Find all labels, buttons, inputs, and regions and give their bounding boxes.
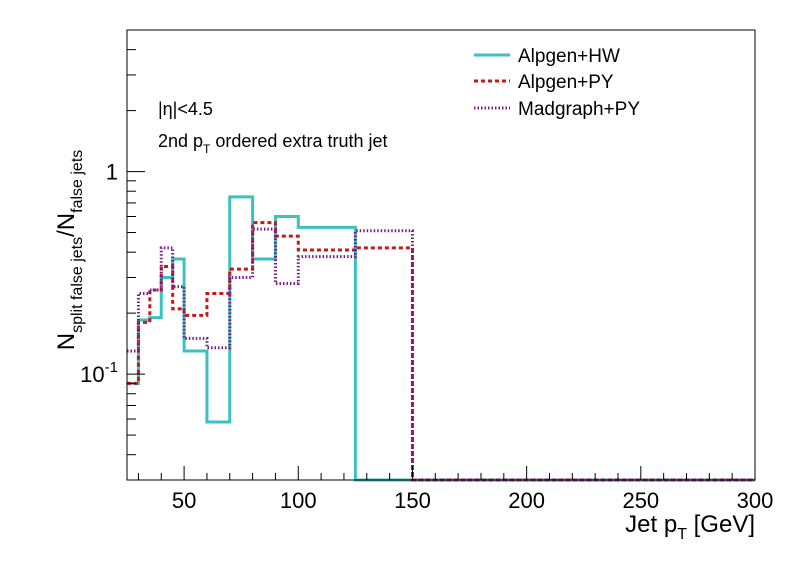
jet-order-annotation: 2nd pT ordered extra truth jet: [158, 131, 387, 156]
series-line-alpgen-hw: [127, 195, 755, 482]
y-axis-ticks: 10-1 1: [80, 29, 145, 481]
legend-label-alpgen-py: Alpgen+PY: [518, 72, 614, 93]
y-tick-label: 10-1: [80, 359, 118, 387]
y-axis-title: Nsplit false jets/Nfalse jets: [53, 150, 86, 351]
x-tick-label: 200: [508, 488, 545, 513]
series-line-madgraph-py: [127, 227, 755, 482]
legend: Alpgen+HW Alpgen+PY Madgraph+PY: [474, 46, 640, 120]
x-tick-label: 300: [737, 488, 774, 513]
y-tick-label: 1: [106, 160, 118, 185]
plot-frame: [126, 29, 756, 481]
series-layer: [127, 195, 755, 482]
x-tick-label: 150: [394, 488, 431, 513]
x-tick-label: 50: [172, 488, 196, 513]
x-axis-title: Jet pT [GeV]: [625, 511, 755, 543]
eta-annotation: |η|<4.5: [158, 99, 213, 119]
legend-label-madgraph-py: Madgraph+PY: [518, 99, 640, 120]
x-tick-label: 100: [280, 488, 317, 513]
x-tick-label: 250: [622, 488, 659, 513]
x-axis-ticks: 50 100 150 200 250 300: [137, 466, 774, 513]
legend-label-alpgen-hw: Alpgen+HW: [518, 46, 620, 67]
series-line-alpgen-py: [127, 221, 755, 482]
